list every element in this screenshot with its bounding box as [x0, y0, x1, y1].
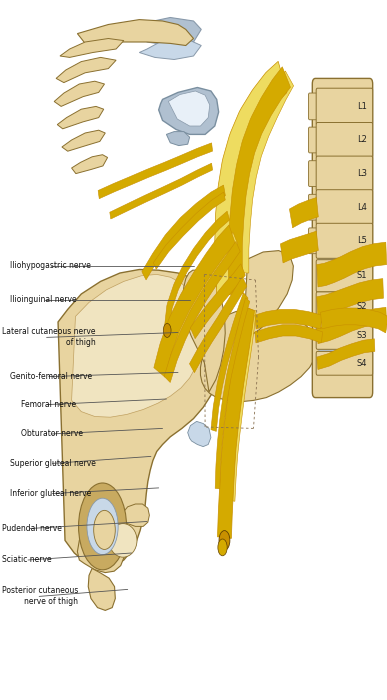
- Text: Obturator nerve: Obturator nerve: [21, 430, 83, 438]
- Polygon shape: [164, 211, 229, 328]
- Ellipse shape: [109, 524, 137, 557]
- Polygon shape: [188, 421, 211, 447]
- Text: L4: L4: [357, 203, 367, 211]
- Polygon shape: [60, 38, 124, 57]
- Circle shape: [219, 531, 230, 550]
- Polygon shape: [226, 308, 256, 501]
- FancyBboxPatch shape: [319, 346, 370, 354]
- Polygon shape: [200, 309, 315, 402]
- Polygon shape: [123, 504, 149, 526]
- FancyBboxPatch shape: [316, 88, 373, 125]
- FancyBboxPatch shape: [316, 292, 373, 321]
- Polygon shape: [281, 231, 319, 263]
- FancyBboxPatch shape: [308, 127, 319, 153]
- FancyBboxPatch shape: [316, 323, 373, 349]
- Polygon shape: [215, 62, 287, 294]
- Polygon shape: [168, 232, 238, 359]
- Polygon shape: [317, 307, 387, 344]
- FancyBboxPatch shape: [316, 223, 373, 258]
- FancyBboxPatch shape: [308, 228, 319, 253]
- Polygon shape: [154, 225, 235, 377]
- Text: Sciatic nerve: Sciatic nerve: [2, 556, 51, 564]
- Polygon shape: [159, 88, 219, 134]
- Text: S4: S4: [356, 359, 367, 368]
- Polygon shape: [72, 274, 203, 417]
- Polygon shape: [58, 270, 224, 568]
- Polygon shape: [255, 309, 322, 329]
- Text: S2: S2: [356, 302, 367, 311]
- FancyBboxPatch shape: [316, 351, 373, 375]
- Circle shape: [218, 539, 227, 556]
- FancyBboxPatch shape: [319, 155, 370, 159]
- Polygon shape: [289, 197, 319, 228]
- FancyBboxPatch shape: [319, 122, 370, 125]
- FancyBboxPatch shape: [308, 195, 319, 220]
- FancyBboxPatch shape: [308, 161, 319, 186]
- Polygon shape: [241, 251, 293, 340]
- FancyBboxPatch shape: [319, 222, 370, 226]
- FancyBboxPatch shape: [308, 93, 319, 120]
- Polygon shape: [72, 155, 108, 174]
- Polygon shape: [62, 130, 105, 151]
- Polygon shape: [255, 325, 322, 343]
- Text: Superior gluteal nerve: Superior gluteal nerve: [10, 459, 96, 468]
- Polygon shape: [142, 185, 225, 280]
- Text: S3: S3: [356, 332, 367, 340]
- Text: L3: L3: [357, 169, 367, 178]
- Polygon shape: [153, 192, 225, 270]
- Polygon shape: [57, 106, 104, 129]
- Circle shape: [79, 483, 127, 570]
- Polygon shape: [237, 71, 294, 273]
- Text: L1: L1: [357, 102, 367, 111]
- Text: Genito-femoral nerve: Genito-femoral nerve: [10, 372, 92, 381]
- FancyBboxPatch shape: [319, 188, 370, 193]
- Text: Posterior cutaneous
nerve of thigh: Posterior cutaneous nerve of thigh: [2, 587, 78, 606]
- Text: Inferior gluteal nerve: Inferior gluteal nerve: [10, 489, 91, 498]
- Polygon shape: [190, 264, 245, 339]
- Polygon shape: [215, 298, 250, 489]
- FancyBboxPatch shape: [316, 190, 373, 225]
- Polygon shape: [135, 18, 201, 46]
- Polygon shape: [320, 308, 387, 332]
- Text: Ilioinguinal nerve: Ilioinguinal nerve: [10, 295, 76, 304]
- Text: L5: L5: [357, 237, 367, 245]
- Polygon shape: [228, 66, 291, 295]
- Polygon shape: [77, 518, 126, 573]
- Circle shape: [87, 498, 118, 554]
- Polygon shape: [317, 339, 375, 370]
- Text: Pudendal nerve: Pudendal nerve: [2, 524, 62, 533]
- FancyBboxPatch shape: [319, 289, 370, 295]
- FancyBboxPatch shape: [319, 318, 370, 326]
- Polygon shape: [139, 38, 201, 60]
- Polygon shape: [110, 163, 212, 219]
- Text: Lateral cutaneous nerve
of thigh: Lateral cutaneous nerve of thigh: [2, 328, 96, 347]
- Text: L2: L2: [357, 136, 367, 144]
- FancyBboxPatch shape: [316, 260, 373, 292]
- Polygon shape: [166, 132, 190, 146]
- FancyBboxPatch shape: [319, 256, 370, 262]
- Polygon shape: [168, 91, 210, 126]
- FancyBboxPatch shape: [312, 78, 373, 398]
- Text: Iliohypogastric nerve: Iliohypogastric nerve: [10, 262, 91, 270]
- Polygon shape: [56, 57, 116, 83]
- Polygon shape: [317, 279, 384, 316]
- FancyBboxPatch shape: [316, 122, 373, 158]
- Text: Femoral nerve: Femoral nerve: [21, 400, 76, 409]
- FancyBboxPatch shape: [316, 156, 373, 191]
- Polygon shape: [77, 20, 194, 46]
- Polygon shape: [217, 305, 255, 538]
- Polygon shape: [54, 81, 104, 106]
- Polygon shape: [317, 242, 387, 287]
- Circle shape: [163, 323, 171, 337]
- Polygon shape: [190, 276, 247, 372]
- Polygon shape: [211, 293, 248, 431]
- Polygon shape: [98, 143, 212, 199]
- Circle shape: [94, 510, 115, 550]
- Polygon shape: [88, 568, 115, 610]
- Polygon shape: [164, 241, 240, 382]
- Text: S1: S1: [356, 272, 367, 280]
- Polygon shape: [183, 270, 225, 392]
